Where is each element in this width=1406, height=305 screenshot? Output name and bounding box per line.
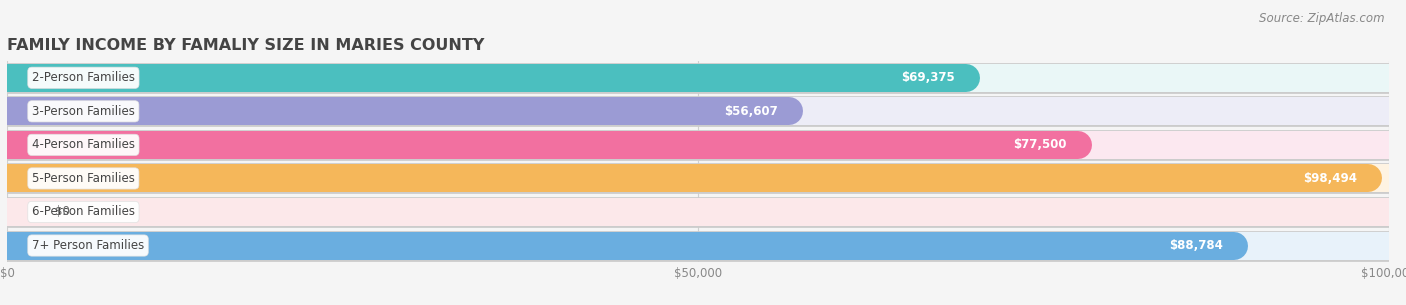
Text: 7+ Person Families: 7+ Person Families bbox=[32, 239, 145, 252]
Text: 5-Person Families: 5-Person Families bbox=[32, 172, 135, 185]
Text: Source: ZipAtlas.com: Source: ZipAtlas.com bbox=[1260, 12, 1385, 25]
Text: 3-Person Families: 3-Person Families bbox=[32, 105, 135, 118]
Text: $77,500: $77,500 bbox=[1014, 138, 1067, 151]
Text: 6-Person Families: 6-Person Families bbox=[32, 206, 135, 218]
Text: $0: $0 bbox=[55, 206, 70, 218]
Text: $88,784: $88,784 bbox=[1170, 239, 1223, 252]
Text: FAMILY INCOME BY FAMALIY SIZE IN MARIES COUNTY: FAMILY INCOME BY FAMALIY SIZE IN MARIES … bbox=[7, 38, 485, 53]
Text: $98,494: $98,494 bbox=[1303, 172, 1357, 185]
Text: 2-Person Families: 2-Person Families bbox=[32, 71, 135, 84]
Text: $56,607: $56,607 bbox=[724, 105, 779, 118]
Text: 4-Person Families: 4-Person Families bbox=[32, 138, 135, 151]
Text: $69,375: $69,375 bbox=[901, 71, 955, 84]
